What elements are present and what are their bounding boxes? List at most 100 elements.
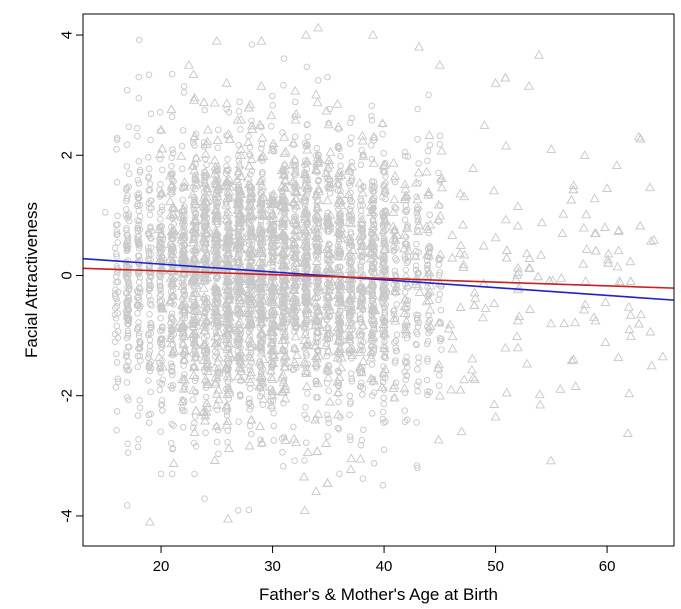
data-point-triangle xyxy=(256,227,267,237)
data-point-circle xyxy=(111,244,119,252)
data-point-circle xyxy=(145,292,153,300)
data-point-circle xyxy=(145,199,153,207)
data-point-triangle xyxy=(190,243,201,253)
data-point-circle xyxy=(246,144,254,151)
data-point-circle xyxy=(215,450,222,458)
data-point-circle xyxy=(147,225,154,232)
data-point-circle xyxy=(147,388,154,396)
data-point-triangle xyxy=(367,338,378,348)
data-point-triangle xyxy=(266,204,277,214)
data-point-circle xyxy=(346,433,354,440)
data-point-circle xyxy=(379,408,387,416)
data-point-circle xyxy=(169,371,176,379)
data-point-circle xyxy=(248,359,255,366)
data-point-circle xyxy=(368,185,375,193)
data-point-triangle xyxy=(165,210,176,220)
data-point-circle xyxy=(304,133,311,140)
data-point-circle xyxy=(245,506,253,514)
data-point-triangle xyxy=(156,187,167,197)
data-point-circle xyxy=(402,376,409,384)
data-point-triangle xyxy=(233,193,244,203)
data-point-circle xyxy=(370,204,377,212)
data-point-circle xyxy=(135,329,143,337)
data-point-triangle xyxy=(201,398,212,408)
data-point-triangle xyxy=(324,218,335,227)
data-point-triangle xyxy=(169,346,180,355)
data-point-circle xyxy=(145,411,153,419)
data-point-triangle xyxy=(256,347,267,357)
data-point-triangle xyxy=(299,239,310,249)
data-point-circle xyxy=(413,341,420,349)
data-point-circle xyxy=(114,239,121,246)
data-point-circle xyxy=(323,411,331,419)
data-point-circle xyxy=(247,351,254,359)
data-point-triangle xyxy=(202,366,213,376)
data-point-triangle xyxy=(269,285,280,295)
data-point-circle xyxy=(279,449,286,456)
data-point-circle xyxy=(134,236,141,243)
data-point-triangle xyxy=(300,329,311,339)
data-point-triangle xyxy=(267,297,278,307)
data-point-circle xyxy=(381,169,389,176)
data-point-triangle xyxy=(200,177,211,187)
data-point-triangle xyxy=(202,402,213,412)
data-point-circle xyxy=(436,141,444,148)
data-point-circle xyxy=(435,296,442,304)
data-point-triangle xyxy=(198,355,209,364)
data-point-triangle xyxy=(267,228,278,237)
data-point-circle xyxy=(134,443,142,451)
data-point-triangle xyxy=(211,389,222,398)
data-point-circle xyxy=(301,139,309,147)
data-point-triangle xyxy=(245,341,256,351)
data-point-circle xyxy=(337,153,344,160)
data-point-triangle xyxy=(255,372,266,382)
data-point-triangle xyxy=(411,275,421,285)
data-point-circle xyxy=(123,195,131,202)
data-point-triangle xyxy=(489,185,499,195)
data-point-triangle xyxy=(635,133,646,143)
data-point-triangle xyxy=(602,183,613,192)
data-point-triangle xyxy=(212,331,223,341)
data-point-circle xyxy=(157,248,165,256)
data-point-triangle xyxy=(366,347,377,356)
data-point-triangle xyxy=(200,215,211,225)
data-point-circle xyxy=(324,73,331,81)
data-point-circle xyxy=(147,323,154,331)
data-point-triangle xyxy=(613,226,624,236)
data-point-circle xyxy=(181,203,188,210)
data-point-triangle xyxy=(199,242,210,252)
data-point-triangle xyxy=(221,259,232,268)
data-point-triangle xyxy=(280,260,291,270)
data-point-circle xyxy=(201,106,208,114)
data-point-circle xyxy=(148,324,155,331)
data-point-triangle xyxy=(256,370,267,380)
data-point-triangle xyxy=(447,343,458,353)
data-point-triangle xyxy=(247,124,258,133)
data-point-circle xyxy=(125,170,133,178)
data-point-triangle xyxy=(579,150,590,159)
data-point-circle xyxy=(246,406,253,413)
data-point-triangle xyxy=(288,215,299,225)
data-point-circle xyxy=(336,210,343,218)
data-point-triangle xyxy=(512,201,523,210)
data-point-circle xyxy=(124,332,132,340)
data-point-triangle xyxy=(191,240,202,250)
data-point-circle xyxy=(124,317,131,324)
data-point-triangle xyxy=(380,185,391,195)
data-point-circle xyxy=(348,178,355,185)
data-point-circle xyxy=(167,439,175,447)
data-point-triangle xyxy=(455,248,465,258)
data-point-triangle xyxy=(198,283,209,292)
data-point-triangle xyxy=(413,226,423,235)
data-point-triangle xyxy=(168,209,179,218)
data-point-circle xyxy=(358,254,365,261)
data-point-triangle xyxy=(556,272,567,282)
data-point-triangle xyxy=(257,286,268,296)
data-point-circle xyxy=(337,162,344,170)
data-point-circle xyxy=(124,234,132,242)
data-point-triangle xyxy=(179,330,190,340)
data-point-circle xyxy=(258,145,265,152)
data-point-triangle xyxy=(176,271,187,281)
data-point-triangle xyxy=(568,354,579,364)
data-point-circle xyxy=(291,172,299,179)
